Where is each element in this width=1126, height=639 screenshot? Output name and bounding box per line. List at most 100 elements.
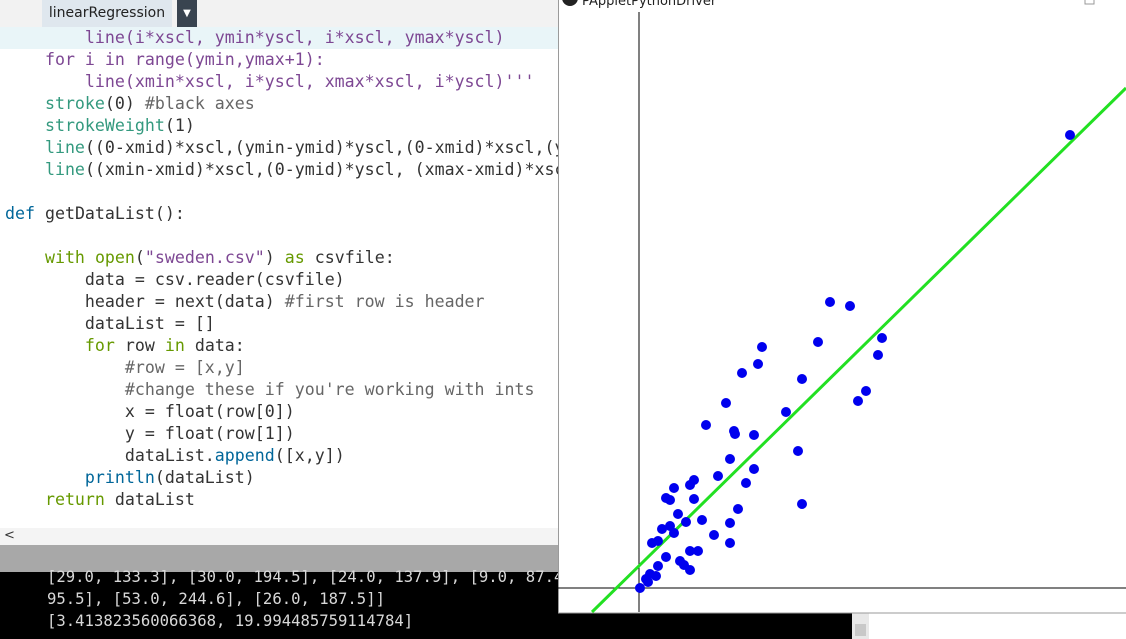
code-token: stroke <box>5 94 105 113</box>
scatter-dot <box>721 398 731 408</box>
scatter-dot <box>757 342 767 352</box>
scatter-dot <box>635 583 645 593</box>
console: [29.0, 133.3], [30.0, 194.5], [24.0, 137… <box>0 568 852 639</box>
scatter-dot <box>673 509 683 519</box>
code-token: def <box>5 204 35 223</box>
code-line: def getDataList(): <box>5 203 185 225</box>
scatter-dot <box>1065 130 1075 140</box>
code-token: y = float(row[1]) <box>5 424 295 443</box>
code-token: println <box>5 468 155 487</box>
scatter-dot <box>709 530 719 540</box>
scatter-dot <box>730 429 740 439</box>
code-token: x = float(row[0]) <box>5 402 295 421</box>
code-token: header = next(data) <box>5 292 285 311</box>
scatter-dot <box>685 480 695 490</box>
console-line: [3.413823560066368, 19.994485759114784] <box>47 612 414 630</box>
scatter-dot <box>853 396 863 406</box>
window-title: PAppletPythonDriver <box>582 0 717 9</box>
scatter-dot <box>693 546 703 556</box>
scroll-left[interactable]: < <box>4 528 15 543</box>
code-token: line(i*xscl, ymin*yscl, i*xscl, ymax*ysc… <box>5 28 505 47</box>
code-token: #change these if you're working with int… <box>5 380 535 399</box>
code-line: for row in data: <box>5 335 245 357</box>
editor-tab[interactable]: linearRegression <box>42 0 172 27</box>
code-line: #change these if you're working with int… <box>5 379 535 401</box>
scatter-dot <box>689 494 699 504</box>
code-line: #row = [x,y] <box>5 357 245 379</box>
code-token: line <box>5 160 85 179</box>
window-icon <box>562 0 578 6</box>
code-line: println(dataList) <box>5 467 255 489</box>
code-line: line(i*xscl, ymin*yscl, i*xscl, ymax*ysc… <box>5 27 505 49</box>
code-token: ([x,y]) <box>274 446 345 465</box>
code-token: append <box>214 446 275 465</box>
code-token: line <box>5 138 85 157</box>
code-line: dataList = [] <box>5 313 215 335</box>
code-token: (dataList) <box>154 468 255 487</box>
scatter-dot <box>713 471 723 481</box>
scatter-dot <box>669 528 679 538</box>
scatter-dot <box>749 430 759 440</box>
code-line: for i in range(ymin,ymax+1): <box>5 49 325 71</box>
code-token <box>85 248 95 267</box>
scatter-dot <box>861 386 871 396</box>
code-token: data: <box>184 336 245 355</box>
console-line: 95.5], [53.0, 244.6], [26.0, 187.5]] <box>47 590 385 608</box>
scatter-dot <box>797 499 807 509</box>
scatter-dot <box>725 538 735 548</box>
scatter-dot <box>653 536 663 546</box>
scatter-dot <box>685 565 695 575</box>
scatter-dot <box>813 337 823 347</box>
code-token: for <box>5 336 115 355</box>
code-line: header = next(data) #first row is header <box>5 291 485 313</box>
scatter-dot <box>741 478 751 488</box>
scatter-dot <box>685 546 695 556</box>
code-token: dataList = [] <box>5 314 215 333</box>
maximize-button[interactable] <box>1084 0 1095 5</box>
scatter-dot <box>701 420 711 430</box>
code-token: #row = [x,y] <box>5 358 245 377</box>
scatter-dot <box>877 333 887 343</box>
tab-menu[interactable]: ▼ <box>177 0 197 27</box>
sketch-window: PAppletPythonDriver <box>558 0 1126 614</box>
code-token: ( <box>134 248 145 267</box>
code-token: strokeWeight <box>5 116 165 135</box>
code-line: strokeWeight(1) <box>5 115 195 137</box>
code-token: (1) <box>164 116 195 135</box>
scatter-dot <box>725 518 735 528</box>
code-token: for i in range(ymin,ymax+1): <box>5 50 325 69</box>
scatter-dot <box>665 495 675 505</box>
code-token: #first row is header <box>284 292 485 311</box>
scatter-dot <box>651 571 661 581</box>
code-line: line(xmin*xscl, i*yscl, xmax*xscl, i*ysc… <box>5 71 535 93</box>
code-line: dataList.append([x,y]) <box>5 445 345 467</box>
scatter-dot <box>653 561 663 571</box>
scatter-dot <box>753 359 763 369</box>
scatter-dot <box>733 504 743 514</box>
scroll-thumb[interactable] <box>855 624 866 636</box>
code-token: data = csv.reader(csvfile) <box>5 270 345 289</box>
code-line: stroke(0) #black axes <box>5 93 255 115</box>
code-token: (0) <box>104 94 145 113</box>
scatter-dot <box>661 552 671 562</box>
code-token: dataList. <box>5 446 215 465</box>
code-token: open <box>94 248 135 267</box>
scatter-dot <box>825 297 835 307</box>
scatter-dot <box>845 301 855 311</box>
code-token: as <box>284 248 305 267</box>
scatter-dot <box>697 515 707 525</box>
scatter-dot <box>737 368 747 378</box>
scatter-dot <box>669 483 679 493</box>
scatter-dot <box>681 517 691 527</box>
code-token: getDataList(): <box>34 204 185 223</box>
console-line: [29.0, 133.3], [30.0, 194.5], [24.0, 137… <box>47 568 583 586</box>
code-token: in <box>164 336 185 355</box>
scatter-dot <box>873 350 883 360</box>
code-token: #black axes <box>144 94 255 113</box>
code-token: ) <box>264 248 285 267</box>
code-token: with <box>5 248 85 267</box>
code-token: row <box>114 336 165 355</box>
scatter-dot <box>793 446 803 456</box>
code-line: with open("sweden.csv") as csvfile: <box>5 247 395 269</box>
